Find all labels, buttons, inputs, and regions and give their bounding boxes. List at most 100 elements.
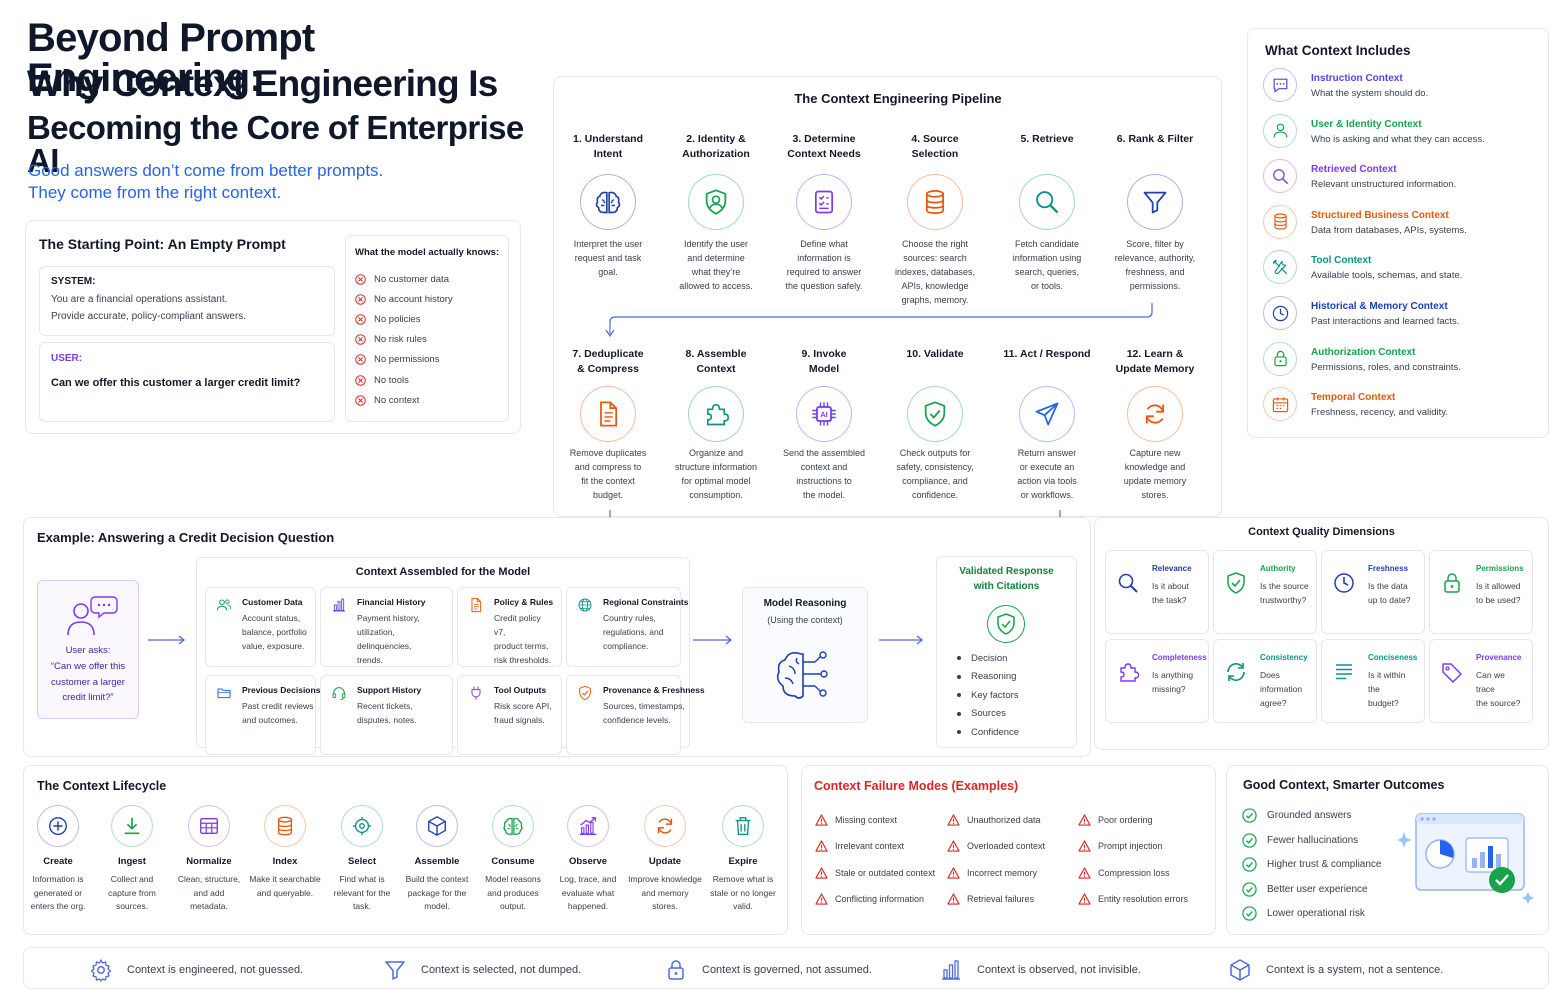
quality-cell-text: Completeness Is anything missing? bbox=[1152, 652, 1207, 722]
checklist-icon bbox=[814, 190, 834, 214]
sync-icon bbox=[1227, 663, 1245, 681]
refresh-icon bbox=[657, 818, 673, 834]
step-desc-line: the question safely. bbox=[785, 281, 863, 291]
step-desc: Remove duplicates and compress to fit the … bbox=[550, 446, 666, 502]
step-circle bbox=[688, 386, 744, 442]
arrow-to-reasoning bbox=[693, 635, 733, 645]
folder-icon bbox=[217, 688, 231, 699]
include-text: Retrieved Context Relevant unstructured i… bbox=[1311, 159, 1456, 192]
include-icon bbox=[1263, 204, 1297, 239]
lifecycle-desc: Improve knowledge and memory stores. bbox=[625, 873, 705, 914]
outcome-item-label: Lower operational risk bbox=[1267, 908, 1365, 919]
check-circle-icon bbox=[1242, 832, 1257, 848]
quality-cell-text: Conciseness Is it within the budget? bbox=[1368, 652, 1418, 722]
lifecycle-circle bbox=[111, 805, 153, 847]
brain-network-icon bbox=[776, 651, 828, 699]
step-desc-line: freshness, and bbox=[1125, 267, 1185, 277]
lifecycle-desc: Remove what is stale or no longer valid. bbox=[703, 873, 783, 914]
step-desc: Capture new knowledge and update memory sto… bbox=[1097, 446, 1213, 502]
subtitle-line-2: They come from the right context. bbox=[28, 183, 282, 202]
step-name-line: 7. Deduplicate bbox=[572, 348, 644, 360]
footer-item: Context is observed, not invisible. bbox=[939, 958, 1141, 982]
step-desc-line: Score, filter by bbox=[1126, 239, 1184, 249]
step-desc-line: Identify the user bbox=[683, 239, 749, 249]
lifecycle-name: Index bbox=[272, 856, 298, 867]
lifecycle-desc-line: evaluate what bbox=[561, 887, 615, 898]
lifecycle-circle bbox=[188, 805, 230, 847]
quality-cell-title: Freshness bbox=[1368, 564, 1409, 573]
failure-item: Missing context bbox=[815, 814, 897, 826]
knows-item: No customer data bbox=[355, 269, 505, 289]
include-item: Instruction Context What the system shoul… bbox=[1263, 68, 1428, 102]
step-desc-line: budget. bbox=[592, 490, 624, 500]
context-cell-desc: Recent tickets, bbox=[357, 701, 413, 711]
quality-cell-icon bbox=[1332, 652, 1358, 722]
quality-cell-desc: Is anything bbox=[1152, 670, 1194, 680]
lifecycle-name: Expire bbox=[728, 856, 758, 867]
context-cell-icon bbox=[331, 684, 351, 754]
clock-icon bbox=[1272, 305, 1288, 321]
lifecycle-name: Ingest bbox=[118, 856, 146, 867]
step-name-line: 12. Learn & bbox=[1126, 348, 1184, 360]
document-icon bbox=[600, 401, 618, 427]
quality-title: Context Quality Dimensions bbox=[1248, 526, 1395, 538]
knows-item-label: No tools bbox=[374, 374, 409, 386]
step-name-line: 6. Rank & Filter bbox=[1116, 133, 1194, 145]
headset-icon bbox=[332, 687, 346, 701]
lifecycle-title: The Context Lifecycle bbox=[37, 779, 167, 793]
user-asks-label: User asks: bbox=[65, 645, 111, 656]
knows-item: No permissions bbox=[355, 350, 505, 370]
lifecycle-name: Update bbox=[648, 856, 682, 867]
check-circle-icon bbox=[1242, 881, 1257, 897]
step-circle: AI bbox=[796, 386, 852, 442]
context-cell-icon bbox=[331, 596, 351, 666]
step-circle bbox=[1019, 386, 1075, 442]
subtitle-line-1: Good answers don’t come from better prom… bbox=[28, 161, 384, 180]
lock-icon bbox=[1273, 350, 1287, 367]
knows-list: No customer data No account history No pol… bbox=[355, 269, 505, 410]
quality-cell-text: Freshness Is the data up to date? bbox=[1368, 563, 1411, 633]
step-desc-line: Choose the right bbox=[901, 239, 969, 249]
lock-icon bbox=[1444, 573, 1460, 593]
lifecycle-desc-line: enters the org. bbox=[30, 901, 86, 911]
footer-item: Context is engineered, not guessed. bbox=[89, 958, 303, 982]
failure-title: Context Failure Modes (Examples) bbox=[814, 779, 1019, 793]
quality-cell-desc: the task? bbox=[1152, 595, 1187, 605]
step-desc-line: structure information bbox=[674, 462, 758, 472]
quality-cell-desc: the source? bbox=[1476, 698, 1521, 708]
title-line-2: Why Context Engineering Is bbox=[27, 63, 498, 104]
lifecycle-desc-line: Model reasons bbox=[485, 874, 541, 884]
step-name-line: Intent bbox=[593, 148, 623, 160]
lifecycle-desc: Log, trace, and evaluate what happened. bbox=[548, 873, 628, 914]
lifecycle-circle bbox=[492, 805, 534, 847]
step-desc-line: instructions to bbox=[796, 476, 852, 486]
context-cell-text: Financial History Payment history, utiliza… bbox=[357, 596, 444, 666]
knows-item-label: No risk rules bbox=[374, 334, 427, 346]
lifecycle-circle bbox=[567, 805, 609, 847]
context-cell-desc: value, exposure. bbox=[242, 641, 305, 651]
response-title-2: with Citations bbox=[973, 581, 1040, 592]
warning-icon bbox=[947, 893, 960, 905]
context-cell-text: Regional Constraints Country rules, regula… bbox=[603, 596, 688, 666]
context-cell-text: Customer Data Account status, balance, por… bbox=[242, 596, 307, 666]
step-name: 9. Invoke Model bbox=[766, 347, 882, 377]
response-item: Key factors bbox=[957, 686, 1019, 705]
outcome-item: Lower operational risk bbox=[1242, 906, 1365, 921]
system-box: SYSTEM: You are a financial operations a… bbox=[39, 266, 335, 336]
step-desc-line: confidence. bbox=[911, 490, 959, 500]
include-desc: Data from databases, APIs, systems. bbox=[1311, 224, 1467, 236]
include-desc: What the system should do. bbox=[1311, 88, 1429, 99]
quality-cell-title: Provenance bbox=[1476, 653, 1522, 662]
step-desc-line: goal. bbox=[598, 267, 618, 277]
lifecycle-desc-line: happened. bbox=[567, 901, 609, 911]
x-circle-icon bbox=[355, 354, 366, 366]
step-desc-line: compliance, and bbox=[902, 476, 968, 486]
step-desc-line: context and bbox=[800, 462, 848, 472]
lifecycle-desc-line: Build the context bbox=[405, 874, 469, 884]
step-name: 10. Validate bbox=[877, 347, 993, 362]
include-item: Historical & Memory Context Past interact… bbox=[1263, 296, 1459, 330]
context-cell-desc: and outcomes. bbox=[242, 715, 298, 725]
step-desc: Define what information is required to ans… bbox=[766, 237, 882, 293]
step-desc-line: consumption. bbox=[689, 490, 743, 500]
lifecycle-circle bbox=[341, 805, 383, 847]
